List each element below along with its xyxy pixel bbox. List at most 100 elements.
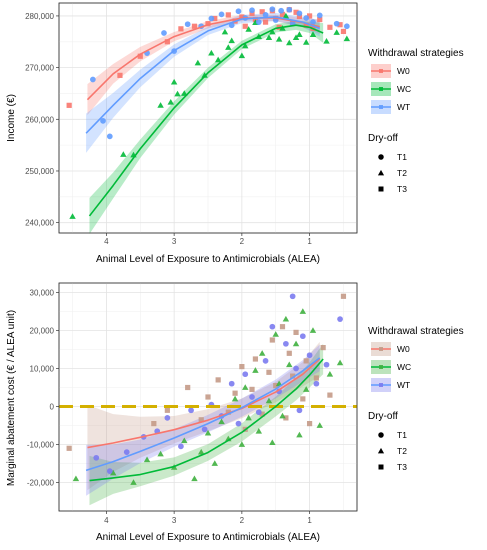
data-point-wc [242,42,249,49]
income-grid [59,3,357,233]
data-point-wc [191,475,198,482]
data-point-wc [296,431,303,438]
data-point-wt [184,21,191,28]
data-point-wc [181,90,188,96]
data-point-wt [293,365,299,372]
data-point-wt [299,333,306,340]
legend-strategy-keys: W0 WC WT [371,342,411,392]
data-point-wt [106,468,113,474]
data-point-wc [120,151,127,157]
data-point-wt [201,426,208,433]
y-tick-label: 280,000 [25,12,54,21]
data-point-w0 [266,369,272,375]
data-point-wt [100,117,106,124]
legend-label-w0: W0 [397,66,410,76]
income-legend-dryoff: Dry-off T1 T2 T3 [368,133,407,194]
data-point-wt [235,420,242,427]
legend-label-t1: T1 [397,152,407,162]
x-tick-label: 2 [240,237,245,246]
data-point-wt [286,6,293,13]
data-point-wc [279,412,286,419]
confidence-band-w0 [87,341,320,491]
data-point-w0 [303,358,309,364]
data-point-wt [90,76,96,83]
data-point-wc [286,39,293,46]
data-point-wt [323,361,330,368]
data-point-w0 [137,53,143,59]
legend-key-marker [379,69,383,73]
data-point-wc [255,427,263,434]
legend-shape-t1 [378,154,384,160]
data-point-wc [69,213,76,219]
data-point-wc [282,315,290,322]
data-point-wt [316,12,323,19]
data-point-w0 [262,19,269,25]
data-point-w0 [293,9,299,15]
data-point-wc [286,361,293,368]
data-point-wc [225,44,232,50]
data-point-w0 [66,102,72,108]
data-point-wc [309,327,317,333]
legend-key-marker [379,105,383,109]
data-point-wc [299,308,307,314]
data-point-w0 [239,14,245,20]
data-point-w0 [340,28,347,35]
legend-label-t3: T3 [397,462,407,472]
data-point-wt [123,449,130,455]
fit-line-w0 [87,358,321,449]
data-point-wt [249,7,255,14]
cost-y-ticks: -20,000 -10,000 0 10,000 20,000 30,000 [27,289,59,488]
x-tick-label: 3 [172,237,177,246]
data-point-w0 [178,26,184,32]
data-point-wc [208,49,215,56]
legend-title-dryoff: Dry-off [368,411,398,422]
confidence-band-wt [86,12,320,153]
data-point-w0 [279,11,286,17]
data-point-w0 [198,417,204,423]
income-panel: 240,000 250,000 260,000 270,000 280,000 4 3 2 1… [6,2,464,265]
x-tick-label: 4 [104,516,109,525]
data-point-wc [174,90,181,97]
data-point-wt [333,20,340,27]
legend-shape-t3 [378,464,384,470]
data-point-wt [289,293,296,300]
data-point-w0 [151,421,157,427]
legend-label-w0: W0 [397,344,410,354]
x-tick-label: 4 [104,237,109,246]
data-point-wt [303,15,310,21]
x-tick-label: 1 [307,237,312,246]
legend-shape-t2 [377,169,385,176]
data-point-wt [188,407,194,414]
data-point-wt [235,8,242,15]
income-y-axis-title: Income (€) [6,94,17,142]
data-point-w0 [205,21,211,27]
data-point-wc [265,397,273,404]
data-point-w0 [290,373,296,379]
data-point-wt [249,394,255,400]
data-point-wc [275,35,283,42]
data-point-wt [106,133,113,140]
data-point-wt [343,23,350,30]
data-point-wc [130,479,137,485]
legend-title-strategies: Withdrawal strategies [368,326,464,337]
legend-label-t1: T1 [397,430,407,440]
y-tick-label: 250,000 [25,167,54,176]
data-point-w0 [66,445,72,451]
legend-strategy-keys: W0 WC WT [371,64,411,114]
data-point-wt [208,15,215,22]
data-point-w0 [313,375,319,381]
data-point-w0 [306,13,313,19]
y-tick-label: -20,000 [27,479,55,488]
data-point-wc [292,34,300,41]
cost-legend-dryoff: Dry-off T1 T2 T3 [368,411,407,472]
data-point-w0 [191,23,198,29]
data-point-w0 [273,383,279,389]
legend-key-marker [379,87,383,91]
data-point-wc [231,395,239,402]
income-points [66,6,351,219]
data-point-wt [262,12,269,18]
fit-line-wc [89,358,324,482]
y-tick-label: 10,000 [30,365,55,374]
data-point-w0 [293,329,299,335]
data-point-wc [316,422,323,428]
